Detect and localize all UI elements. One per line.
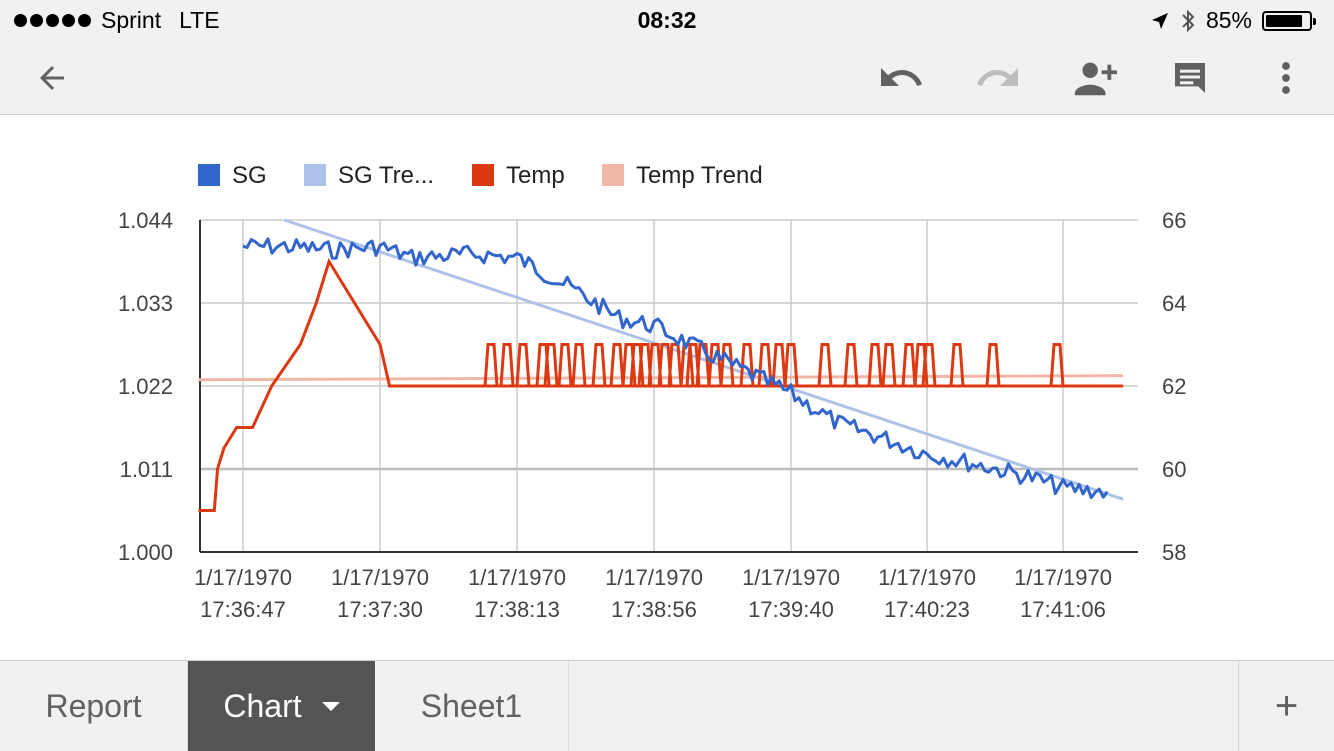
temp-spike (881, 343, 897, 387)
left-axis-tick-label: 1.022 (118, 374, 173, 399)
add-person-button[interactable] (1068, 52, 1120, 104)
temp-spike (695, 343, 711, 387)
toolbar (0, 40, 1334, 115)
arrow-left-icon (40, 66, 64, 90)
x-axis-tick-date: 1/17/1970 (468, 565, 566, 590)
temp-spike (817, 343, 833, 387)
temp-spike (543, 343, 559, 387)
tab-report-label: Report (45, 687, 142, 724)
legend-label[interactable]: SG Tre... (338, 162, 434, 189)
legend-swatch (198, 164, 220, 186)
status-bar: Sprint LTE 08:32 85% (0, 0, 1334, 40)
left-axis-tick-label: 1.044 (118, 208, 173, 233)
battery-icon (1262, 10, 1316, 31)
more-options-button[interactable] (1260, 52, 1312, 104)
chevron-down-icon[interactable] (321, 701, 340, 711)
temp-spike (483, 343, 499, 387)
temp-spike (609, 343, 625, 387)
right-axis-tick-label: 64 (1162, 291, 1186, 316)
back-button[interactable] (26, 52, 78, 104)
undo-button[interactable] (875, 52, 927, 104)
redo-button[interactable] (972, 52, 1024, 104)
battery-percent: 85% (1205, 7, 1252, 33)
left-axis-tick-label: 1.033 (118, 291, 173, 316)
tab-chart-label: Chart (223, 687, 302, 724)
tab-sheet1[interactable]: Sheet1 (375, 661, 569, 751)
signal-strength-icon (14, 14, 91, 27)
right-axis-tick-label: 66 (1162, 208, 1186, 233)
temp-spike (949, 343, 965, 387)
undo-icon (881, 68, 922, 86)
chart-area: 1.044 1.033 1.022 1.011 1.000 66 64 62 60 58 1/17/… (0, 115, 1334, 660)
x-axis-tick-time: 17:40:23 (884, 597, 970, 622)
temp-spike (667, 343, 683, 387)
person-add-icon (1074, 62, 1117, 96)
x-axis-tick-time: 17:38:56 (611, 597, 697, 622)
tab-report[interactable]: Report (0, 661, 188, 751)
carrier-name: Sprint (101, 7, 162, 33)
tab-sheet1-label: Sheet1 (420, 687, 523, 724)
redo-icon (977, 68, 1018, 86)
temp-spike (499, 343, 515, 387)
x-axis-tick-date: 1/17/1970 (1014, 565, 1112, 590)
sheet-tab-bar: Report Chart Sheet1 + (0, 660, 1334, 751)
temp-spike (571, 343, 587, 387)
status-bar-left: Sprint LTE (14, 7, 220, 34)
x-axis-tick-time: 17:36:47 (200, 597, 286, 622)
x-axis-tick-time: 17:41:06 (1020, 597, 1106, 622)
plus-icon: + (1274, 683, 1299, 728)
bluetooth-icon (1182, 9, 1195, 32)
temp-spike (707, 343, 723, 387)
temp-spike (591, 343, 607, 387)
temp-spike (867, 343, 883, 387)
x-axis-tick-date: 1/17/1970 (742, 565, 840, 590)
legend-label[interactable]: Temp Trend (636, 162, 763, 189)
left-axis-tick-label: 1.011 (120, 457, 173, 482)
line-chart[interactable]: 1.044 1.033 1.022 1.011 1.000 66 64 62 60 58 1/17/… (0, 115, 1334, 660)
x-axis-tick-time: 17:38:13 (474, 597, 560, 622)
x-axis-tick-date: 1/17/1970 (331, 565, 429, 590)
temp-spike (757, 343, 773, 387)
legend-label[interactable]: Temp (506, 162, 565, 189)
comment-icon (1175, 63, 1205, 93)
x-axis-tick-date: 1/17/1970 (194, 565, 292, 590)
more-vert-icon (1282, 62, 1290, 94)
temp-spike (985, 343, 1001, 387)
tab-chart[interactable]: Chart (188, 661, 375, 751)
temp-spike (515, 343, 531, 387)
series-line-sg-tre- (283, 218, 1124, 501)
clock: 08:32 (637, 7, 697, 33)
temp-spike (771, 343, 787, 387)
temp-spike (901, 343, 917, 387)
legend-swatch (304, 164, 326, 186)
add-sheet-button[interactable]: + (1238, 661, 1334, 751)
network-type: LTE (179, 7, 220, 33)
status-bar-right: 85% (1150, 7, 1316, 34)
temp-spike (921, 343, 937, 387)
temp-spike (1049, 343, 1065, 387)
temp-spike (557, 343, 573, 387)
series-line-temp (198, 257, 1124, 512)
legend-swatch (602, 164, 624, 186)
x-axis-tick-time: 17:37:30 (337, 597, 423, 622)
x-axis-tick-date: 1/17/1970 (878, 565, 976, 590)
right-axis-tick-label: 58 (1162, 540, 1186, 565)
comments-button[interactable] (1164, 52, 1216, 104)
location-arrow-icon (1151, 12, 1168, 29)
temp-spike (783, 343, 799, 387)
right-axis-tick-label: 62 (1162, 374, 1186, 399)
x-axis-tick-date: 1/17/1970 (605, 565, 703, 590)
right-axis-tick-label: 60 (1162, 457, 1186, 482)
legend-label[interactable]: SG (232, 162, 267, 189)
x-axis-tick-time: 17:39:40 (748, 597, 834, 622)
temp-spike (843, 343, 859, 387)
series-line-sg (242, 237, 1109, 500)
legend-swatch (472, 164, 494, 186)
left-axis-tick-label: 1.000 (118, 540, 173, 565)
